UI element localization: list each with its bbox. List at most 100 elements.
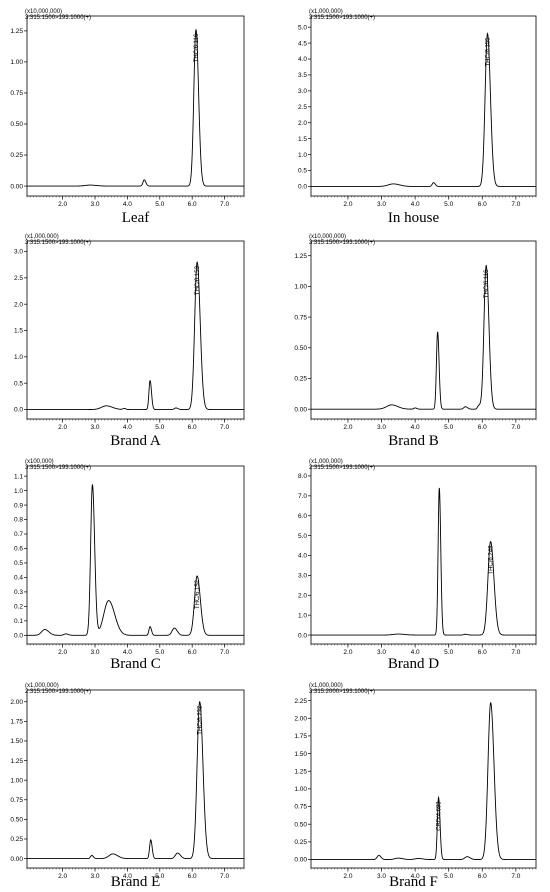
y-tick-label: 0.4	[14, 575, 23, 582]
panel-caption: Brand B	[388, 433, 438, 449]
y-tick-label: 3.5	[298, 72, 307, 79]
plot-frame	[26, 465, 245, 645]
panel-caption: Leaf	[122, 210, 149, 226]
y-tick-label: 3.0	[14, 249, 23, 256]
x-tick-label: 2.0	[343, 424, 352, 431]
chart-panel-2: 0.0 0.5 1.0 1.5 2.0 2.5 3.0 3.5 4.0 4.5 5.0 2.0 3.0 4…	[298, 9, 537, 226]
y-tick-label: 0.8	[14, 517, 23, 524]
chart-panel-8: 0.00 0.25 0.50 0.75 1.00 1.25 1.50 1.75 2.00 2.25…	[294, 683, 537, 890]
y-tick-label: 0.6	[14, 546, 23, 553]
x-tick-label: 6.0	[478, 201, 487, 208]
x-tick-label: 7.0	[511, 873, 520, 880]
y-tick-label: 1.50	[294, 751, 307, 758]
chromatogram-trace	[311, 32, 536, 187]
x-tick-label: 3.0	[90, 873, 99, 880]
y-tick-label: 6.0	[298, 513, 307, 520]
x-tick-label: 4.0	[411, 649, 420, 656]
peak-label: CBD/4.698	[437, 801, 443, 831]
x-tick-label: 7.0	[511, 649, 520, 656]
chromatogram-trace	[311, 701, 536, 860]
y-tick-label: 1.25	[294, 768, 307, 775]
x-tick-label: 5.0	[444, 649, 453, 656]
y-tick-label: 1.00	[294, 786, 307, 793]
y-tick-label: 1.00	[10, 59, 23, 66]
transition-label: 3:315.1500>193.1000(+)	[25, 15, 91, 21]
y-tick-label: 0.50	[294, 821, 307, 828]
x-tick-label: 7.0	[511, 201, 520, 208]
chart-panel-6: 0.0 1.0 2.0 3.0 4.0 5.0 6.0 7.0 8.0 2.0 3.0 4.0 5.0 6…	[298, 459, 537, 672]
y-tick-label: 0.00	[294, 406, 307, 413]
y-tick-label: 0.00	[10, 856, 23, 863]
x-tick-label: 7.0	[220, 424, 229, 431]
x-tick-label: 2.0	[343, 201, 352, 208]
y-tick-label: 1.0	[14, 354, 23, 361]
multiplier-label: (x1,000,000)	[309, 459, 343, 465]
y-tick-label: 2.0	[298, 592, 307, 599]
y-tick-label: 0.0	[14, 407, 23, 414]
transition-label: 3:315.1500>193.1000(+)	[25, 240, 91, 246]
y-tick-label: 0.50	[294, 345, 307, 352]
panel-caption: Brand D	[388, 656, 439, 672]
peak-label: THC/6.248	[489, 545, 495, 575]
y-tick-label: 0.5	[14, 380, 23, 387]
x-tick-label: 4.0	[123, 649, 132, 656]
x-tick-label: 3.0	[377, 873, 386, 880]
x-tick-label: 4.0	[411, 873, 420, 880]
x-tick-label: 2.0	[58, 873, 67, 880]
x-tick-label: 3.0	[377, 201, 386, 208]
plot-frame	[26, 15, 245, 197]
y-tick-label: 7.0	[298, 493, 307, 500]
y-tick-label: 0.0	[298, 184, 307, 191]
y-tick-label: 3.0	[298, 88, 307, 95]
x-tick-label: 4.0	[411, 201, 420, 208]
peak-label: THC/6.155	[485, 37, 491, 67]
transition-label: 3:315.1500>193.1000(+)	[25, 465, 91, 471]
y-tick-label: 1.00	[10, 777, 23, 784]
x-tick-label: 6.0	[188, 873, 197, 880]
transition-label: 3:315.1500>193.1000(+)	[309, 15, 375, 21]
chart-panel-3: 0.0 0.5 1.0 1.5 2.0 2.5 3.0 2.0 3.0 4.0 5.0 6.0 7.0 (…	[14, 234, 245, 449]
panel-caption: Brand E	[111, 874, 161, 890]
y-tick-label: 0.5	[14, 560, 23, 567]
y-tick-label: 1.25	[10, 28, 23, 35]
x-tick-label: 2.0	[58, 201, 67, 208]
y-tick-label: 0.00	[294, 857, 307, 864]
y-tick-label: 2.5	[298, 104, 307, 111]
x-tick-label: 5.0	[155, 201, 164, 208]
y-tick-label: 4.0	[298, 56, 307, 63]
x-tick-label: 7.0	[220, 201, 229, 208]
y-tick-label: 0.25	[10, 836, 23, 843]
y-tick-label: 1.25	[294, 253, 307, 260]
x-tick-label: 7.0	[511, 424, 520, 431]
x-tick-label: 2.0	[343, 873, 352, 880]
plot-frame	[310, 240, 537, 420]
chromatogram-trace	[27, 261, 244, 410]
y-tick-label: 0.25	[294, 839, 307, 846]
y-tick-label: 0.75	[294, 314, 307, 321]
plot-frame	[26, 689, 245, 869]
peak-label: THC/6.232	[198, 705, 204, 735]
y-tick-label: 1.75	[10, 719, 23, 726]
x-tick-label: 6.0	[188, 649, 197, 656]
y-tick-label: 2.25	[294, 698, 307, 705]
x-tick-label: 5.0	[444, 873, 453, 880]
chromatogram-trace	[27, 700, 244, 860]
y-tick-label: 1.00	[294, 284, 307, 291]
y-tick-label: 2.5	[14, 275, 23, 282]
chromatogram-trace	[311, 264, 536, 410]
x-tick-label: 3.0	[377, 649, 386, 656]
chart-panel-5: 0.0 0.1 0.2 0.3 0.4 0.5 0.6 0.7 0.8 0.9 1.0 1.1 2.0 3…	[14, 459, 245, 672]
panel-caption: Brand A	[110, 433, 161, 449]
y-tick-label: 0.2	[14, 604, 23, 611]
y-tick-label: 1.5	[298, 136, 307, 143]
chromatogram-trace	[27, 28, 244, 187]
y-tick-label: 0.0	[298, 632, 307, 639]
y-tick-label: 0.75	[294, 804, 307, 811]
y-tick-label: 0.25	[10, 152, 23, 159]
multiplier-label: (x1,000,000)	[309, 9, 343, 15]
x-tick-label: 5.0	[155, 424, 164, 431]
transition-label: 3:315.2000>193.1000(+)	[309, 689, 375, 695]
y-tick-label: 1.0	[298, 612, 307, 619]
y-tick-label: 0.00	[10, 183, 23, 190]
